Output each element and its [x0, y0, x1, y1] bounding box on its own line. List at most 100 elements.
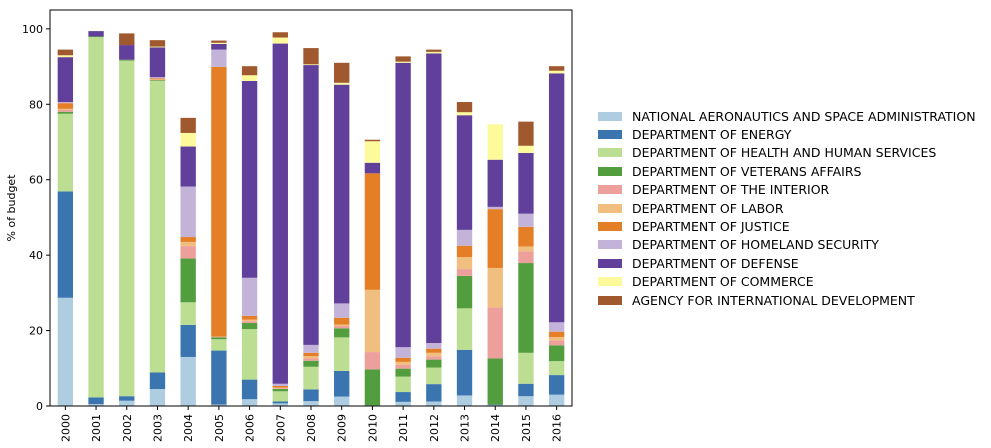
y-axis-label: % of budget: [5, 174, 18, 242]
bar-segment-2009-series-2: [334, 337, 350, 371]
legend-label: DEPARTMENT OF DEFENSE: [632, 255, 799, 271]
bar-segment-2008-series-1: [303, 389, 319, 402]
bar-segment-2016-series-2: [548, 361, 565, 376]
bar-segment-2013-series-9: [456, 112, 473, 116]
legend-swatch: [598, 258, 622, 268]
bar-segment-2014-series-9: [487, 124, 503, 160]
bar-segment-2007-series-6: [272, 386, 288, 388]
bar-segment-2006-series-8: [241, 80, 258, 278]
bar-segment-2016-series-1: [548, 375, 565, 395]
bar-segment-2004-series-7: [180, 186, 196, 238]
bar-segment-2016-series-8: [548, 73, 565, 323]
y-tick-label: 40: [29, 249, 43, 262]
bar-segment-2012-series-6: [426, 348, 442, 353]
bar-segment-2016-series-6: [548, 331, 565, 337]
bar-segment-2005-series-2: [211, 339, 227, 351]
bar-segment-2016-series-3: [548, 345, 565, 362]
bar-segment-2006-series-6: [241, 315, 258, 320]
bar-segment-2015-series-9: [518, 145, 534, 153]
bar-segment-2010-series-9: [364, 141, 381, 163]
bar-segment-2006-series-9: [241, 75, 258, 81]
bar-segment-2011-series-10: [395, 56, 411, 62]
bar-segment-2003-series-1: [149, 372, 166, 390]
bar-segment-2000-series-1: [57, 191, 74, 298]
x-tick-label-2000: 2000: [59, 414, 72, 442]
bar-segment-2013-series-5: [456, 257, 473, 270]
bar-segment-2014-series-6: [487, 209, 503, 268]
legend-item: DEPARTMENT OF VETERANS AFFAIRS: [598, 162, 976, 180]
y-tick-label: 100: [22, 23, 43, 36]
bar-segment-2015-series-10: [518, 121, 534, 146]
bar-segment-2016-series-4: [548, 340, 565, 346]
bar-segment-2011-series-3: [395, 368, 411, 377]
bar-segment-2007-series-1: [272, 401, 288, 404]
x-tick-label-2009: 2009: [336, 414, 349, 442]
y-axis: 0 20 40 60 80 100: [22, 23, 50, 413]
bar-segment-2014-series-7: [487, 206, 503, 210]
legend-item: DEPARTMENT OF HOMELAND SECURITY: [598, 236, 976, 254]
y-tick-label: 20: [29, 325, 43, 338]
bar-segment-2003-series-0: [149, 389, 166, 406]
bar-segment-2008-series-8: [303, 65, 319, 345]
bar-segment-2009-series-5: [334, 324, 350, 327]
bar-segment-2004-series-2: [180, 302, 196, 325]
legend-label: DEPARTMENT OF THE INTERIOR: [632, 182, 830, 198]
bar-segment-2006-series-0: [241, 399, 258, 406]
bar-segment-2003-series-8: [149, 47, 166, 78]
bar-segment-2008-series-3: [303, 360, 319, 367]
bar-segment-2005-series-3: [211, 337, 227, 340]
bar-segment-2009-series-10: [334, 62, 350, 83]
bar-segment-2006-series-10: [241, 66, 258, 76]
x-tick-label-2010: 2010: [366, 414, 379, 442]
bar-segment-2004-series-9: [180, 132, 196, 147]
bar-segment-2013-series-7: [456, 229, 473, 246]
bar-segment-2011-series-5: [395, 361, 411, 365]
bar-segment-2015-series-4: [518, 251, 534, 264]
legend-label: AGENCY FOR INTERNATIONAL DEVELOPMENT: [632, 292, 915, 308]
bar-segment-2003-series-2: [149, 80, 166, 373]
legend-item: AGENCY FOR INTERNATIONAL DEVELOPMENT: [598, 291, 976, 309]
bar-segment-2012-series-2: [426, 367, 442, 385]
bar-segment-2000-series-4: [57, 109, 74, 112]
bar-segment-2002-series-8: [119, 45, 135, 60]
bar-segment-2015-series-1: [518, 383, 534, 397]
x-tick-label-2003: 2003: [151, 414, 164, 442]
bar-segment-2013-series-1: [456, 349, 473, 396]
bar-segment-2000-series-8: [57, 57, 74, 103]
bar-segment-2009-series-9: [334, 82, 350, 85]
bar-segment-2005-series-8: [211, 43, 227, 50]
bar-segment-2014-series-8: [487, 159, 503, 207]
legend-item: DEPARTMENT OF LABOR: [598, 199, 976, 217]
bar-segment-2004-series-8: [180, 146, 196, 187]
bar-segment-2008-series-7: [303, 344, 319, 353]
legend: NATIONAL AERONAUTICS AND SPACE ADMINISTR…: [598, 107, 976, 309]
bar-segment-2008-series-9: [303, 64, 319, 66]
bar-segment-2007-series-10: [272, 32, 288, 38]
bar-segment-2004-series-1: [180, 324, 196, 357]
x-tick-label-2008: 2008: [305, 414, 318, 442]
bar-segment-2013-series-10: [456, 102, 473, 113]
bar-segment-2010-series-5: [364, 289, 381, 353]
bar-segment-2001-series-2: [88, 37, 104, 398]
bar-segment-2008-series-10: [303, 48, 319, 65]
bars-group: [57, 31, 565, 406]
bar-segment-2008-series-2: [303, 366, 319, 390]
legend-swatch: [598, 295, 622, 305]
y-tick-label: 0: [36, 400, 43, 413]
bar-segment-2009-series-4: [334, 326, 350, 329]
bar-segment-2004-series-10: [180, 117, 196, 133]
bar-segment-2016-series-10: [548, 66, 565, 71]
bar-segment-2000-series-10: [57, 49, 74, 56]
bar-segment-2015-series-5: [518, 246, 534, 252]
x-tick-label-2005: 2005: [213, 414, 226, 442]
bar-segment-2014-series-0: [487, 404, 503, 406]
bar-segment-2012-series-3: [426, 359, 442, 368]
legend-swatch: [598, 240, 622, 250]
bar-segment-2006-series-1: [241, 379, 258, 400]
bar-segment-2010-series-8: [364, 162, 381, 174]
bar-segment-2014-series-4: [487, 307, 503, 359]
legend-swatch: [598, 148, 622, 158]
bar-segment-2012-series-8: [426, 53, 442, 344]
bar-segment-2009-series-6: [334, 317, 350, 325]
bar-segment-2010-series-3: [364, 369, 381, 406]
